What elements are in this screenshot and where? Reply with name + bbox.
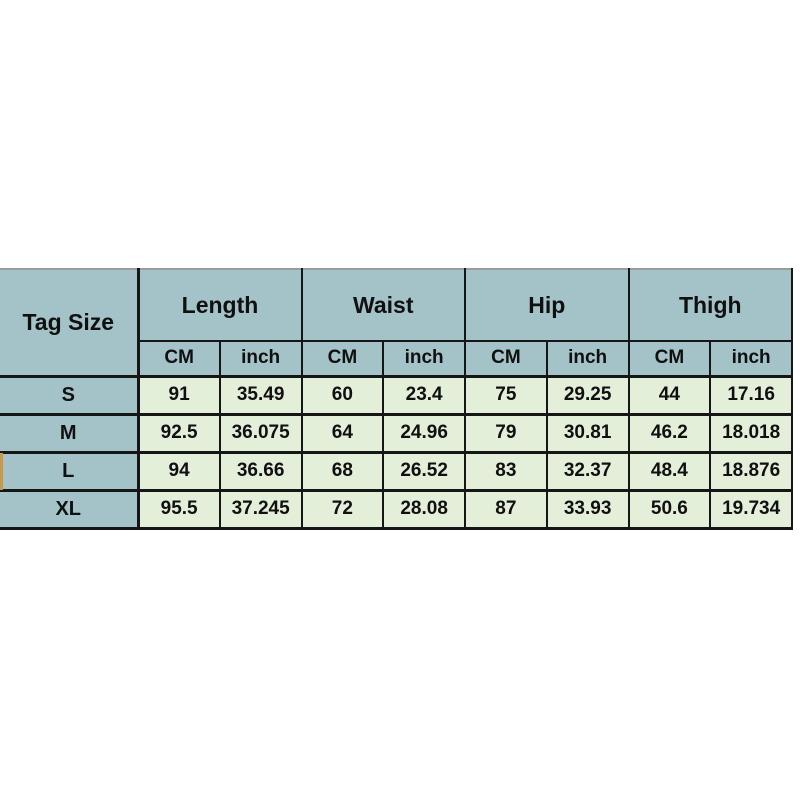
- value-cell: 28.08: [382, 488, 466, 530]
- thigh-cm-header: CM: [627, 340, 712, 377]
- table-row-l: L 94 36.66 68 26.52 83 32.37 48.4 18.876: [0, 450, 793, 491]
- unit-header-row: CM inch CM inch CM inch CM inch: [0, 340, 793, 377]
- value-cell: 87: [464, 488, 548, 530]
- value-cell: 33.93: [545, 488, 630, 530]
- value-cell: 35.49: [218, 374, 303, 415]
- length-inch-header: inch: [218, 340, 303, 377]
- hip-inch-header: inch: [545, 340, 630, 377]
- waist-cm-header: CM: [300, 340, 385, 377]
- hip-cm-header: CM: [464, 340, 548, 377]
- tag-size-header: Tag Size: [0, 268, 140, 377]
- value-cell: 32.37: [545, 450, 630, 491]
- value-cell: 83: [464, 450, 548, 491]
- value-cell: 50.6: [627, 488, 712, 530]
- size-label: XL: [0, 488, 140, 530]
- length-group-header: Length: [137, 268, 303, 342]
- table-row-xl: XL 95.5 37.245 72 28.08 87 33.93 50.6 19…: [0, 488, 793, 530]
- value-cell: 75: [464, 374, 548, 415]
- value-cell: 30.81: [545, 412, 630, 453]
- length-cm-header: CM: [137, 340, 221, 377]
- value-cell: 79: [464, 412, 548, 453]
- value-cell: 18.018: [709, 412, 793, 453]
- thigh-inch-header: inch: [709, 340, 793, 377]
- value-cell: 29.25: [545, 374, 630, 415]
- left-edge-artifact: [0, 453, 3, 490]
- value-cell: 36.075: [218, 412, 303, 453]
- value-cell: 36.66: [218, 450, 303, 491]
- waist-inch-header: inch: [382, 340, 466, 377]
- waist-group-header: Waist: [300, 268, 466, 342]
- value-cell: 44: [627, 374, 712, 415]
- value-cell: 60: [300, 374, 385, 415]
- value-cell: 95.5: [137, 488, 221, 530]
- value-cell: 92.5: [137, 412, 221, 453]
- size-label: M: [0, 412, 140, 453]
- value-cell: 24.96: [382, 412, 466, 453]
- value-cell: 46.2: [627, 412, 712, 453]
- value-cell: 64: [300, 412, 385, 453]
- value-cell: 68: [300, 450, 385, 491]
- column-group-header-row: Tag Size Length Waist Hip Thigh: [0, 268, 793, 377]
- value-cell: 94: [137, 450, 221, 491]
- table-row-m: M 92.5 36.075 64 24.96 79 30.81 46.2 18.…: [0, 412, 793, 453]
- value-cell: 26.52: [382, 450, 466, 491]
- hip-group-header: Hip: [464, 268, 630, 342]
- value-cell: 19.734: [709, 488, 793, 530]
- value-cell: 72: [300, 488, 385, 530]
- value-cell: 23.4: [382, 374, 466, 415]
- value-cell: 91: [137, 374, 221, 415]
- table-row-s: S 91 35.49 60 23.4 75 29.25 44 17.16: [0, 374, 793, 415]
- size-label: S: [0, 374, 140, 415]
- thigh-group-header: Thigh: [627, 268, 793, 342]
- size-label: L: [0, 450, 140, 491]
- value-cell: 37.245: [218, 488, 303, 530]
- value-cell: 18.876: [709, 450, 793, 491]
- size-chart-table: Tag Size Length Waist Hip Thigh CM inch …: [0, 268, 793, 530]
- value-cell: 48.4: [627, 450, 712, 491]
- value-cell: 17.16: [709, 374, 793, 415]
